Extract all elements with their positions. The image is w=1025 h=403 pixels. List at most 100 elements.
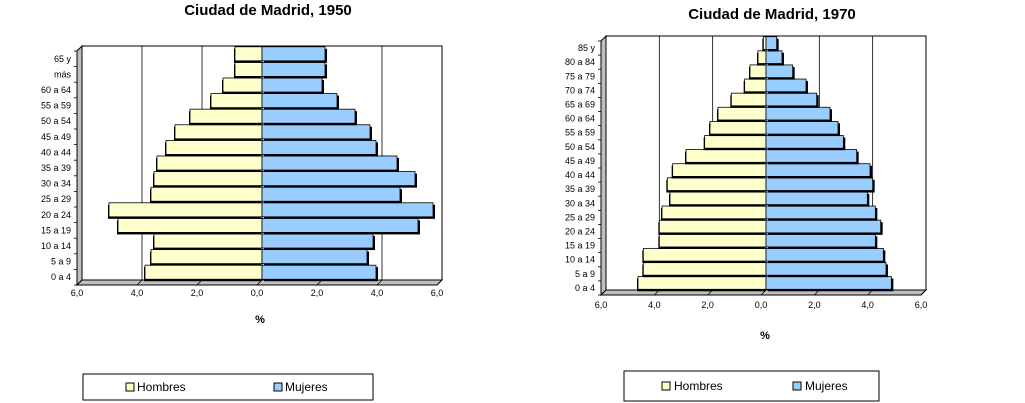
category-label: 40 a 44 <box>565 170 595 180</box>
bar-hombres <box>637 276 767 290</box>
bar-mujeres <box>765 92 818 107</box>
bar-hombres <box>153 233 263 249</box>
gridline-floor <box>436 279 443 286</box>
category-label: 85 y <box>578 43 596 53</box>
bar-mujeres <box>765 247 884 262</box>
bar-mujeres <box>765 78 807 93</box>
gridline-floor <box>920 289 927 296</box>
bar-mujeres <box>261 108 356 124</box>
x-tick-label: 4,0 <box>648 300 661 310</box>
bar-mujeres <box>765 50 783 64</box>
bar-mujeres <box>261 46 326 62</box>
bar-hombres <box>165 139 263 155</box>
legend-label: Mujeres <box>805 379 848 393</box>
x-tick-label: 0,0 <box>755 300 768 310</box>
bar-hombres <box>642 262 767 276</box>
bar-mujeres <box>261 61 326 77</box>
chart-side-wall <box>600 34 607 297</box>
bar-hombres <box>669 191 767 206</box>
bar-hombres <box>685 149 767 163</box>
legend-label: Hombres <box>674 379 723 393</box>
bar-mujeres <box>261 124 371 140</box>
chart-1: Ciudad de Madrid, 1950 0 a 4 5 a 9 10 a 14 1… <box>41 2 444 401</box>
bar-mujeres <box>261 186 401 202</box>
x-tick-label: 4,0 <box>861 300 874 310</box>
category-label: 50 a 54 <box>565 142 595 152</box>
bar-hombres <box>108 202 263 218</box>
category-label: 5 a 9 <box>51 257 71 267</box>
category-label: 20 a 24 <box>565 227 595 237</box>
category-label: 55 a 59 <box>565 128 595 138</box>
bar-hombres <box>150 186 263 202</box>
category-label: 40 a 44 <box>41 147 71 157</box>
x-tick-label: 6,0 <box>431 288 444 298</box>
category-label: 55 a 59 <box>41 101 71 111</box>
category-label: 75 a 79 <box>565 71 595 81</box>
bar-hombres <box>210 93 263 109</box>
category-label: 20 a 24 <box>41 210 71 220</box>
x-tick-label: 6,0 <box>71 288 84 298</box>
bar-mujeres <box>765 120 839 135</box>
bar-mujeres <box>765 135 844 149</box>
x-tick-label: 6,0 <box>915 300 928 310</box>
category-label: 10 a 14 <box>565 255 595 265</box>
bar-hombres <box>730 92 767 107</box>
bar-hombres <box>234 61 263 77</box>
bar-hombres <box>762 36 767 50</box>
legend-swatch <box>273 382 283 392</box>
x-tick-label: 2,0 <box>701 300 714 310</box>
bar-hombres <box>189 108 263 124</box>
x-tick-label: 4,0 <box>131 288 144 298</box>
gridline-floor <box>600 289 607 296</box>
bar-hombres <box>174 124 263 140</box>
legend-swatch <box>661 381 671 391</box>
legend-swatch <box>125 382 135 392</box>
category-label: 25 a 29 <box>565 212 595 222</box>
bar-hombres <box>749 64 767 79</box>
bar-hombres <box>117 217 263 233</box>
bar-mujeres <box>765 219 882 234</box>
bar-hombres <box>709 120 767 135</box>
bar-hombres <box>642 247 767 262</box>
bar-hombres <box>661 205 767 220</box>
category-label: 35 a 39 <box>565 184 595 194</box>
bar-mujeres <box>261 217 419 233</box>
legend-swatch <box>792 381 802 391</box>
bar-mujeres <box>765 262 887 276</box>
category-label: 70 a 74 <box>565 85 595 95</box>
bar-hombres <box>704 135 767 149</box>
bar-mujeres <box>261 264 377 280</box>
x-tick-label: 2,0 <box>191 288 204 298</box>
x-axis-label: % <box>255 314 265 326</box>
category-label: 30 a 34 <box>41 179 71 189</box>
category-label: 15 a 19 <box>41 225 71 235</box>
bar-mujeres <box>765 163 871 177</box>
bar-mujeres <box>261 171 416 187</box>
bar-mujeres <box>261 155 398 171</box>
gridline-floor <box>760 289 767 296</box>
bar-hombres <box>234 46 263 62</box>
bar-hombres <box>666 177 767 191</box>
x-tick-label: 0,0 <box>251 288 264 298</box>
category-label: 60 a 64 <box>565 114 595 124</box>
bar-hombres <box>156 155 263 171</box>
bar-hombres <box>717 106 767 121</box>
category-label: 15 a 19 <box>565 241 595 251</box>
gridline-floor <box>76 279 83 286</box>
bar-hombres <box>144 264 263 280</box>
chart-side-wall <box>76 44 83 287</box>
bar-hombres <box>658 219 767 234</box>
category-label: 50 a 54 <box>41 116 71 126</box>
category-label: más <box>54 69 72 79</box>
category-label: 65 a 69 <box>565 100 595 110</box>
bar-mujeres <box>765 64 794 79</box>
category-label: 35 a 39 <box>41 163 71 173</box>
gridline-floor <box>256 279 263 286</box>
x-tick-label: 6,0 <box>595 300 608 310</box>
bar-hombres <box>658 233 767 248</box>
x-tick-label: 2,0 <box>311 288 324 298</box>
bar-mujeres <box>261 233 374 249</box>
legend: Hombres Mujeres <box>623 370 880 402</box>
category-label: 45 a 49 <box>41 132 71 142</box>
